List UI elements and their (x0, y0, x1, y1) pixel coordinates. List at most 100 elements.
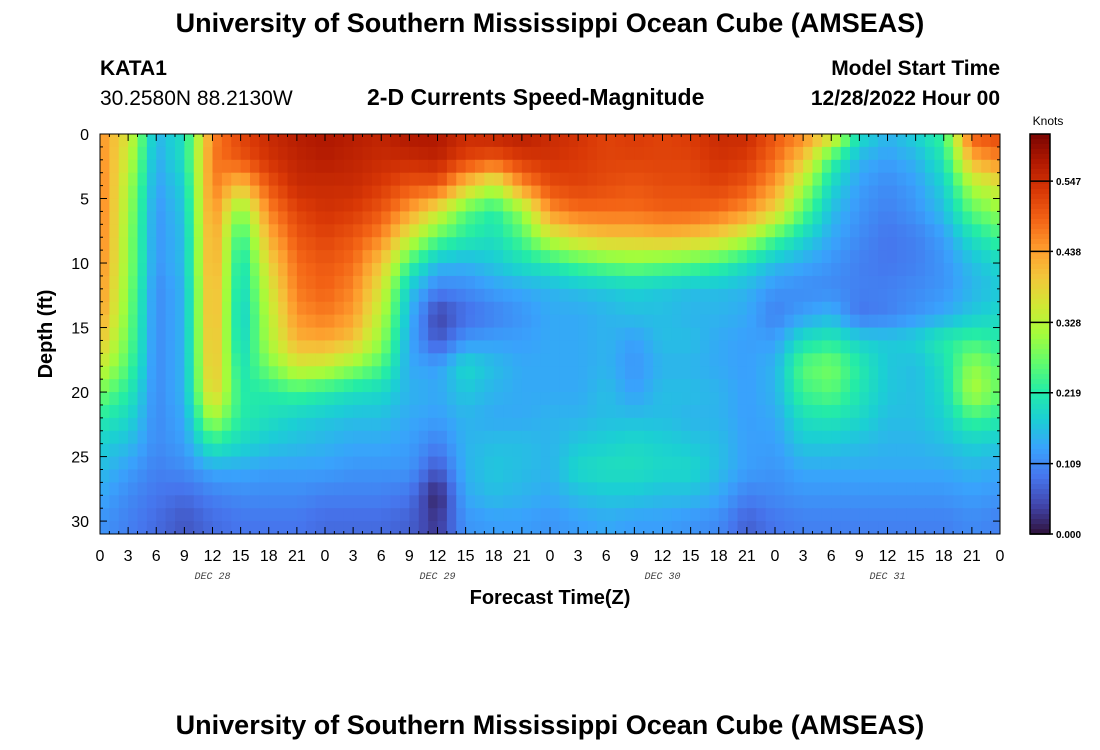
heatmap-cell (456, 495, 467, 509)
heatmap-cell (840, 288, 851, 303)
colorbar-segment (1030, 434, 1050, 440)
heatmap-cell (390, 211, 401, 225)
heatmap-cell (943, 353, 954, 367)
heatmap-cell (756, 521, 767, 534)
heatmap-cell (493, 263, 504, 277)
heatmap-cell (240, 275, 251, 290)
heatmap-cell (128, 301, 139, 316)
heatmap-cell (371, 366, 382, 380)
heatmap-cell (850, 198, 860, 213)
heatmap-cell (831, 146, 842, 161)
colorbar-segment (1030, 309, 1050, 315)
heatmap-cell (728, 456, 739, 471)
heatmap-cell (128, 456, 139, 471)
heatmap-cell (128, 353, 139, 367)
heatmap-cell (606, 237, 617, 251)
heatmap-cell (212, 146, 223, 161)
heatmap-cell (165, 340, 176, 354)
heatmap-cell (775, 185, 785, 200)
heatmap-cell (475, 404, 485, 419)
heatmap-cell (653, 263, 664, 277)
heatmap-cell (278, 224, 289, 238)
heatmap-cell (231, 250, 242, 264)
heatmap-cell (100, 198, 110, 213)
heatmap-cell (250, 172, 260, 187)
heatmap-cell (878, 172, 889, 187)
colorbar-segment (1030, 339, 1050, 345)
heatmap-cell (146, 521, 157, 534)
heatmap-cell (418, 430, 429, 445)
heatmap-cell (240, 430, 251, 445)
heatmap-cell (371, 508, 382, 522)
heatmap-cell (100, 250, 110, 264)
heatmap-cell (231, 521, 242, 534)
heatmap-cell (578, 159, 589, 174)
heatmap-cell (878, 521, 889, 534)
colorbar-segment (1030, 479, 1050, 485)
heatmap-cell (409, 301, 420, 316)
heatmap-cell (662, 417, 673, 432)
heatmap-cell (887, 250, 898, 264)
heatmap-cell (437, 508, 448, 522)
heatmap-cell (203, 508, 214, 522)
heatmap-cell (812, 211, 823, 225)
heatmap-cell (437, 263, 448, 277)
x-tick-label: 18 (260, 548, 278, 565)
heatmap-cell (981, 275, 992, 290)
heatmap-cell (203, 353, 214, 367)
heatmap-cell (887, 314, 898, 329)
heatmap-cell (400, 456, 410, 471)
heatmap-cell (971, 443, 982, 458)
heatmap-cell (643, 134, 654, 148)
colorbar-segment (1030, 279, 1050, 285)
heatmap-cell (578, 211, 589, 225)
heatmap-cell (184, 288, 195, 303)
heatmap-cell (428, 314, 439, 329)
heatmap-cell (934, 353, 945, 367)
heatmap-cell (812, 198, 823, 213)
heatmap-cell (493, 366, 504, 380)
heatmap-cell (793, 340, 804, 354)
heatmap-cell (803, 508, 814, 522)
heatmap-cell (287, 469, 298, 483)
heatmap-cell (746, 275, 757, 290)
heatmap-cell (746, 314, 757, 329)
heatmap-cell (371, 301, 382, 316)
heatmap-cell (156, 379, 167, 393)
heatmap-cell (671, 263, 682, 277)
heatmap-cell (606, 250, 617, 264)
heatmap-cell (184, 198, 195, 213)
heatmap-cell (775, 159, 785, 174)
heatmap-cell (615, 250, 626, 264)
heatmap-cell (728, 392, 739, 406)
heatmap-cell (765, 430, 776, 445)
heatmap-cell (428, 159, 439, 174)
heatmap-cell (859, 146, 870, 161)
heatmap-cell (175, 250, 185, 264)
heatmap-cell (465, 430, 476, 445)
heatmap-cell (193, 275, 204, 290)
heatmap-cell (165, 379, 176, 393)
heatmap-cell (100, 301, 110, 316)
heatmap-cell (306, 172, 317, 187)
heatmap-cell (840, 263, 851, 277)
heatmap-cell (868, 185, 879, 200)
heatmap-cell (868, 417, 879, 432)
heatmap-cell (878, 456, 889, 471)
heatmap-cell (990, 417, 1000, 432)
heatmap-cell (334, 417, 345, 432)
heatmap-cell (193, 495, 204, 509)
heatmap-cell (812, 185, 823, 200)
heatmap-cell (643, 211, 654, 225)
colorbar-segment (1030, 354, 1050, 360)
heatmap-cell (728, 172, 739, 187)
heatmap-cell (634, 392, 645, 406)
heatmap-cell (878, 379, 889, 393)
heatmap-cell (915, 482, 926, 496)
heatmap-cell (456, 508, 467, 522)
heatmap-cell (362, 172, 373, 187)
colorbar-segment (1030, 449, 1050, 455)
heatmap-cell (390, 392, 401, 406)
heatmap-cell (446, 417, 457, 432)
heatmap-cell (175, 263, 185, 277)
